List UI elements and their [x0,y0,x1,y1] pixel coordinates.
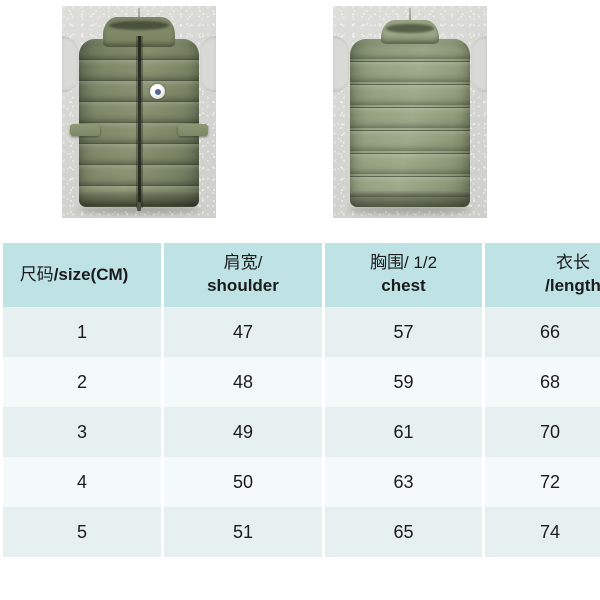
table-header-row: 尺码/size(CM) 肩宽/ shoulder 胸围/ 1/2 chest 衣… [3,243,600,307]
column-header-chest: 胸围/ 1/2 chest [325,243,482,307]
size-chart-body: 1 47 57 66 2 48 59 68 3 49 61 70 4 50 63… [3,307,600,557]
cell-shoulder: 50 [164,457,322,507]
quilt-seam [350,130,470,131]
quilt-panel [350,108,470,128]
column-header-size-cn: 尺码 [19,264,54,284]
size-chart-table: 尺码/size(CM) 肩宽/ shoulder 胸围/ 1/2 chest 衣… [0,243,600,557]
vest-pocket-left [70,124,100,136]
size-chart-header: 尺码/size(CM) 肩宽/ shoulder 胸围/ 1/2 chest 衣… [3,243,600,307]
quilt-seam [350,153,470,154]
table-row: 5 51 65 74 [3,507,600,557]
column-header-chest-cn: 胸围/ 1/2 [369,253,438,273]
cell-shoulder: 48 [164,357,322,407]
quilt-panel [350,131,470,151]
quilt-panel [350,62,470,82]
column-header-length-en: /length [545,276,600,295]
cell-size: 5 [3,507,161,557]
cell-length: 66 [485,307,600,357]
cell-chest: 61 [325,407,482,457]
cell-size: 3 [3,407,161,457]
vest-body [350,39,470,207]
cell-length: 68 [485,357,600,407]
cell-chest: 65 [325,507,482,557]
hanger-hook-icon [409,8,411,28]
quilt-seam [350,84,470,85]
cell-length-value: 70 [539,421,561,442]
column-header-shoulder: 肩宽/ shoulder [164,243,322,307]
cell-size: 1 [3,307,161,357]
cell-size: 4 [3,457,161,507]
vest-hem [350,191,470,207]
quilt-seam [350,176,470,177]
column-header-chest-en: chest [381,276,426,295]
quilt-seam [350,61,470,62]
product-photo-front[interactable] [62,6,216,218]
cell-shoulder: 47 [164,307,322,357]
cell-size: 2 [3,357,161,407]
cell-chest: 57 [325,307,482,357]
brand-logo-patch-icon [150,84,165,99]
column-header-length-cn: 衣长 [556,253,590,273]
cell-length: 70 [485,407,600,457]
cell-chest: 59 [325,357,482,407]
quilt-panel [350,154,470,174]
vest-front-illustration [62,6,216,218]
vest-armhole-left [333,36,349,92]
column-header-length: 衣长 /length [485,243,600,307]
table-row: 3 49 61 70 [3,407,600,457]
table-row: 4 50 63 72 [3,457,600,507]
vest-back-illustration [333,6,487,218]
cell-chest: 63 [325,457,482,507]
column-header-shoulder-cn: 肩宽/ [223,253,263,273]
vest-zipper [135,36,143,208]
vest-armhole-right [200,36,216,92]
cell-length-value: 74 [539,521,561,542]
product-image-gallery [0,0,600,236]
vest-collar [381,20,439,44]
photo-floor-shadow [348,206,472,214]
table-row: 2 48 59 68 [3,357,600,407]
table-row: 1 47 57 66 [3,307,600,357]
column-header-shoulder-en: shoulder [207,276,279,295]
cell-shoulder: 51 [164,507,322,557]
cell-length: 74 [485,507,600,557]
vest-armhole-right [471,36,487,92]
cell-length-value: 66 [539,321,561,342]
cell-length: 72 [485,457,600,507]
quilt-panel [350,85,470,105]
zipper-pull-icon [137,202,141,211]
product-photo-back[interactable] [333,6,487,218]
column-header-size-en: /size(CM) [53,264,129,284]
cell-length-value: 72 [539,471,561,492]
vest-pocket-right [178,124,208,136]
quilt-seam [350,107,470,108]
vest-armhole-left [62,36,78,92]
cell-shoulder: 49 [164,407,322,457]
cell-length-value: 68 [539,371,561,392]
column-header-size: 尺码/size(CM) [3,243,161,307]
